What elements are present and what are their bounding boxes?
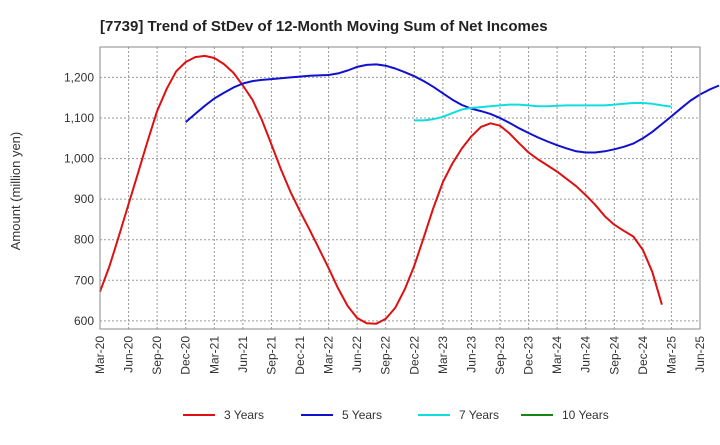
legend-label-3-years: 3 Years — [224, 408, 264, 422]
y-tick-label: 1,000 — [64, 152, 94, 166]
legend-label-5-years: 5 Years — [342, 408, 382, 422]
series-line-5-years — [185, 63, 720, 154]
x-tick-label: Sep-23 — [493, 336, 507, 375]
x-tick-label: Mar-24 — [550, 336, 564, 374]
y-tick-label: 700 — [74, 273, 94, 287]
x-tick-label: Mar-20 — [93, 336, 107, 374]
legend: 3 Years 5 Years 7 Years 10 Years — [183, 408, 609, 422]
y-axis-ticks: 600 700 800 900 1,000 1,100 1,200 — [64, 70, 94, 327]
y-axis-label: Amount (million yen) — [8, 132, 23, 251]
x-tick-label: Dec-21 — [293, 336, 307, 375]
x-tick-label: Mar-25 — [664, 336, 678, 374]
x-tick-label: Jun-20 — [122, 336, 136, 373]
y-tick-label: 600 — [74, 314, 94, 328]
x-tick-label: Sep-21 — [264, 336, 278, 375]
y-tick-label: 1,200 — [64, 70, 94, 84]
x-tick-label: Dec-23 — [522, 336, 536, 375]
x-tick-label: Jun-24 — [579, 336, 593, 373]
plot-frame — [99, 46, 701, 330]
y-tick-label: 1,100 — [64, 111, 94, 125]
x-tick-label: Dec-20 — [179, 336, 193, 375]
x-tick-label: Mar-22 — [322, 336, 336, 374]
y-tick-label: 800 — [74, 233, 94, 247]
x-tick-label: Jun-25 — [693, 336, 707, 373]
x-tick-label: Sep-20 — [150, 336, 164, 375]
chart-title: [7739] Trend of StDev of 12-Month Moving… — [100, 18, 548, 35]
legend-label-7-years: 7 Years — [459, 408, 499, 422]
x-tick-label: Dec-24 — [636, 336, 650, 375]
legend-label-10-years: 10 Years — [562, 408, 609, 422]
x-axis-ticks: Mar-20 Jun-20 Sep-20 Dec-20 Mar-21 Jun-21 Sep-… — [93, 336, 707, 375]
plot-series — [99, 54, 720, 325]
x-tick-label: Jun-23 — [464, 336, 478, 373]
series-line-7-years — [414, 102, 672, 122]
x-tick-label: Dec-22 — [407, 336, 421, 375]
x-tick-label: Mar-23 — [436, 336, 450, 374]
series-line-3-years — [99, 54, 663, 325]
x-tick-label: Jun-21 — [236, 336, 250, 373]
x-tick-label: Sep-24 — [607, 336, 621, 375]
plot-grid — [100, 47, 700, 329]
y-tick-label: 900 — [74, 192, 94, 206]
x-tick-label: Mar-21 — [207, 336, 221, 374]
x-tick-label: Jun-22 — [350, 336, 364, 373]
x-tick-label: Sep-22 — [379, 336, 393, 375]
